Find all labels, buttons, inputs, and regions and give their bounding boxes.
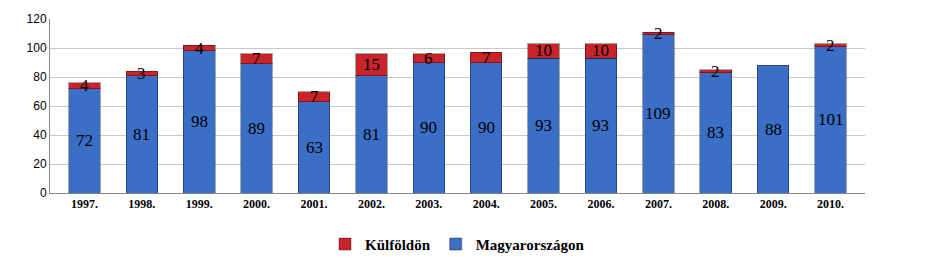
svg-text:15: 15 [363, 55, 380, 74]
svg-text:2010.: 2010. [817, 197, 844, 211]
svg-text:2000.: 2000. [243, 197, 270, 211]
svg-text:6: 6 [424, 49, 433, 68]
svg-text:4: 4 [195, 39, 204, 58]
svg-text:2004.: 2004. [473, 197, 500, 211]
svg-text:90: 90 [420, 118, 437, 137]
svg-text:40: 40 [33, 128, 47, 142]
svg-text:101: 101 [818, 110, 844, 129]
svg-text:80: 80 [33, 70, 47, 84]
svg-text:10: 10 [535, 41, 552, 60]
svg-text:10: 10 [592, 41, 609, 60]
svg-text:7: 7 [310, 87, 319, 106]
svg-text:Magyarországon: Magyarországon [476, 237, 585, 253]
svg-text:90: 90 [478, 118, 495, 137]
svg-text:2001.: 2001. [301, 197, 328, 211]
svg-text:98: 98 [191, 112, 208, 131]
svg-text:109: 109 [645, 104, 671, 123]
svg-text:1998.: 1998. [128, 197, 155, 211]
svg-text:7: 7 [252, 49, 261, 68]
svg-text:89: 89 [248, 119, 265, 138]
svg-text:4: 4 [80, 76, 89, 95]
svg-text:100: 100 [27, 41, 47, 55]
svg-text:81: 81 [133, 125, 150, 144]
svg-text:93: 93 [592, 116, 609, 135]
svg-text:2: 2 [826, 36, 835, 55]
svg-text:63: 63 [306, 138, 323, 157]
svg-text:2007.: 2007. [645, 197, 672, 211]
svg-text:0: 0 [40, 186, 47, 200]
svg-text:83: 83 [707, 123, 724, 142]
svg-text:93: 93 [535, 116, 552, 135]
svg-text:120: 120 [27, 12, 47, 26]
svg-text:72: 72 [76, 131, 93, 150]
svg-text:2006.: 2006. [587, 197, 614, 211]
svg-text:2002.: 2002. [358, 197, 385, 211]
svg-text:Külföldön: Külföldön [365, 237, 431, 253]
svg-text:2005.: 2005. [530, 197, 557, 211]
svg-text:3: 3 [137, 64, 146, 83]
svg-text:2008.: 2008. [702, 197, 729, 211]
svg-text:88: 88 [765, 120, 782, 139]
svg-text:1999.: 1999. [186, 197, 213, 211]
svg-text:20: 20 [33, 157, 47, 171]
svg-text:2003.: 2003. [415, 197, 442, 211]
svg-text:81: 81 [363, 125, 380, 144]
svg-text:2: 2 [711, 62, 720, 81]
svg-text:60: 60 [33, 99, 47, 113]
svg-text:2: 2 [654, 24, 663, 43]
svg-text:2009.: 2009. [760, 197, 787, 211]
svg-text:7: 7 [482, 48, 491, 67]
svg-text:1997.: 1997. [71, 197, 98, 211]
